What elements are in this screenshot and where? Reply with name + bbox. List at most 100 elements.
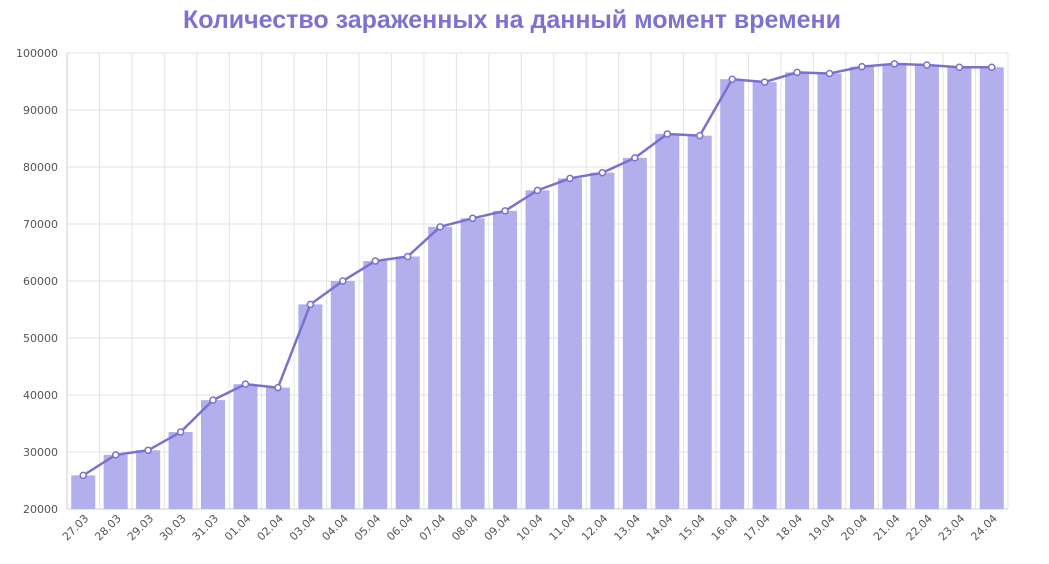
x-tick-label: 17.04 (741, 512, 772, 543)
x-tick-label: 04.04 (319, 512, 350, 543)
data-point (111, 451, 120, 459)
x-axis: 27.03 28.03 29.03 30.03 31.03 01.04 02.04 03.04… (60, 512, 1000, 543)
data-point (760, 78, 769, 86)
bar (914, 64, 939, 509)
x-tick-label: 03.04 (287, 512, 318, 543)
bar (785, 72, 810, 509)
data-point (533, 186, 542, 195)
x-tick-label: 24.04 (968, 512, 999, 543)
y-tick-label: 80000 (23, 161, 58, 174)
line-series (79, 60, 996, 480)
data-point (988, 63, 996, 71)
bar (298, 304, 323, 509)
bar (460, 218, 485, 510)
x-tick-label: 14.04 (644, 512, 675, 543)
bar (849, 66, 874, 510)
x-tick-label: 28.03 (92, 512, 123, 543)
bar (979, 67, 1004, 509)
x-tick-label: 06.04 (384, 512, 415, 543)
x-tick-label: 23.04 (936, 512, 967, 543)
x-tick-label: 18.04 (774, 512, 805, 543)
bar (947, 67, 972, 509)
bar (395, 256, 420, 509)
data-point (79, 471, 87, 480)
y-tick-label: 40000 (23, 389, 58, 402)
x-tick-label: 15.04 (676, 512, 707, 543)
data-point (468, 214, 477, 223)
bar (557, 178, 582, 509)
data-point (144, 446, 152, 455)
x-tick-label: 05.04 (352, 512, 383, 543)
data-point (631, 154, 639, 162)
data-point (825, 69, 834, 78)
x-tick-label: 09.04 (482, 512, 513, 543)
data-point (728, 75, 736, 83)
data-point (209, 396, 217, 404)
bar (882, 63, 907, 509)
data-point (566, 174, 574, 183)
data-point (890, 60, 899, 68)
bar (168, 432, 193, 509)
data-point (176, 428, 185, 436)
bar (752, 82, 777, 509)
y-tick-label: 60000 (23, 275, 58, 288)
data-point (403, 252, 412, 261)
bar (363, 261, 388, 509)
bar (493, 210, 518, 509)
data-point (371, 257, 380, 265)
bar (817, 73, 842, 510)
data-point (274, 383, 282, 392)
data-point (923, 61, 931, 69)
x-tick-label: 01.04 (222, 512, 253, 543)
data-point (598, 168, 607, 177)
bar (622, 157, 647, 509)
x-tick-label: 02.04 (255, 512, 286, 543)
x-tick-label: 11.04 (547, 512, 578, 543)
bar (720, 79, 745, 509)
data-point (436, 223, 444, 231)
data-point (663, 130, 672, 138)
bar (136, 450, 161, 509)
x-tick-label: 16.04 (709, 512, 740, 543)
data-point (793, 68, 801, 77)
bars (71, 63, 1004, 510)
data-point (695, 131, 704, 140)
x-tick-label: 08.04 (449, 512, 480, 543)
x-tick-label: 19.04 (806, 512, 837, 543)
x-tick-label: 27.03 (60, 512, 91, 543)
x-tick-label: 10.04 (514, 512, 545, 543)
x-tick-label: 20.04 (839, 512, 870, 543)
bar (590, 172, 615, 509)
data-point (955, 63, 964, 71)
data-point (501, 207, 509, 215)
y-tick-label: 50000 (23, 332, 58, 345)
bar (330, 281, 355, 509)
bar (103, 454, 128, 509)
bar (265, 387, 290, 509)
chart-title: Количество зараженных на данный момент в… (183, 6, 841, 34)
y-axis: 20000 30000 40000 50000 60000 70000 80000 90000… (16, 47, 58, 516)
bar (233, 384, 258, 509)
y-tick-label: 70000 (23, 218, 58, 231)
x-tick-label: 29.03 (125, 512, 156, 543)
bar (71, 475, 96, 509)
x-tick-label: 22.04 (904, 512, 935, 543)
x-tick-label: 31.03 (190, 512, 221, 543)
bar (428, 226, 453, 509)
data-point (241, 380, 250, 388)
y-tick-label: 20000 (23, 503, 58, 516)
x-tick-label: 12.04 (579, 512, 610, 543)
data-point (306, 300, 315, 309)
data-point (339, 277, 347, 285)
x-tick-label: 21.04 (871, 512, 902, 543)
bar (201, 400, 226, 509)
y-tick-label: 90000 (23, 104, 58, 117)
x-tick-label: 30.03 (157, 512, 188, 543)
x-tick-label: 13.04 (611, 512, 642, 543)
bar (655, 133, 680, 509)
y-tick-label: 30000 (23, 446, 58, 459)
x-tick-label: 07.04 (417, 512, 448, 543)
y-tick-label: 100000 (16, 47, 58, 60)
data-point (858, 62, 866, 71)
